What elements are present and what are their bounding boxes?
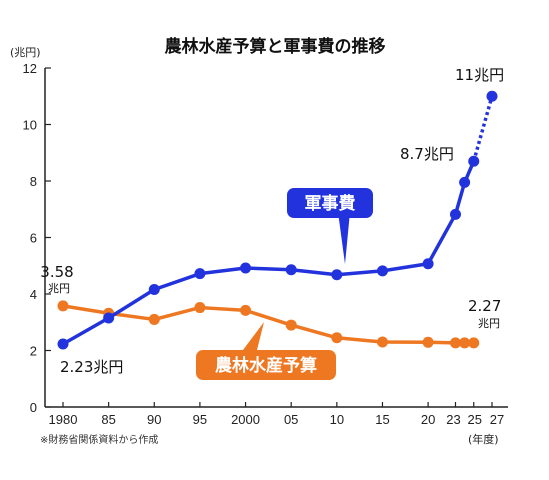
- military-point: [331, 269, 343, 281]
- label-agri-start-unit: 兆円: [48, 282, 70, 295]
- x-tick-label: 10: [330, 412, 344, 427]
- agri-point: [148, 313, 160, 325]
- military-point: [148, 283, 160, 295]
- series-military: [57, 90, 498, 350]
- military-line: [62, 160, 476, 346]
- military-point: [376, 265, 388, 277]
- label-military-2027: 11兆円: [455, 66, 504, 84]
- y-axis-unit: (兆円): [10, 46, 41, 59]
- military-point: [103, 312, 115, 324]
- x-tick-label: 05: [284, 412, 298, 427]
- agri-callout-pointer: [240, 322, 264, 354]
- x-tick-label: 90: [147, 412, 161, 427]
- label-military-2025: 8.7兆円: [400, 145, 454, 163]
- military-point: [449, 208, 461, 220]
- military-callout-pointer: [338, 212, 350, 264]
- y-tick-label: 4: [30, 287, 37, 302]
- agri-point: [331, 332, 343, 344]
- military-point: [194, 268, 206, 280]
- agri-point: [240, 304, 252, 316]
- label-agri-end-value: 2.27: [468, 297, 501, 315]
- agri-point: [459, 337, 471, 349]
- agri-point: [449, 337, 461, 349]
- military-projected-line: [472, 95, 494, 162]
- x-tick-label: 15: [375, 412, 389, 427]
- agri-callout-label: 農林水産予算: [215, 355, 317, 376]
- military-point: [486, 90, 498, 102]
- chart-title: 農林水産予算と軍事費の推移: [165, 36, 386, 57]
- military-callout-label: 軍事費: [305, 193, 356, 214]
- y-tick-label: 2: [30, 344, 37, 359]
- military-point: [468, 155, 480, 167]
- military-callout-box: [287, 188, 373, 218]
- x-tick-label: 23: [446, 412, 460, 427]
- agri-point: [376, 336, 388, 348]
- military-point: [57, 338, 69, 350]
- label-agri-start-value: 3.58: [40, 263, 73, 281]
- series-agri: [57, 300, 480, 349]
- x-ticks: 1980 85 90 95 2000 05 10 15 20 23 25 27: [49, 402, 504, 427]
- agri-point: [194, 302, 206, 314]
- agri-point: [468, 337, 480, 349]
- military-point: [459, 176, 471, 188]
- y-tick-label: 0: [30, 400, 37, 415]
- military-point: [240, 262, 252, 274]
- agri-callout: 農林水産予算: [196, 322, 336, 380]
- label-agri-end-unit: 兆円: [478, 317, 500, 330]
- x-tick-label: 20: [421, 412, 435, 427]
- military-point: [422, 258, 434, 270]
- y-tick-label: 12: [23, 61, 37, 76]
- y-tick-label: 6: [30, 231, 37, 246]
- source-note: ※財務省関係資料から作成: [40, 433, 158, 446]
- agri-point: [422, 336, 434, 348]
- y-tick-label: 10: [23, 118, 37, 133]
- agri-line: [62, 304, 474, 345]
- y-ticks: 0 2 4 6 8 10 12: [23, 61, 51, 415]
- label-military-start: 2.23兆円: [60, 358, 123, 376]
- x-tick-label: 27: [490, 412, 504, 427]
- agri-callout-box: [196, 350, 336, 380]
- agri-point: [57, 300, 69, 312]
- military-callout: 軍事費: [287, 188, 373, 264]
- x-tick-label: 1980: [49, 412, 78, 427]
- x-tick-label: 2000: [231, 412, 260, 427]
- military-point: [285, 264, 297, 276]
- x-tick-label: 85: [101, 412, 115, 427]
- x-tick-label: 25: [468, 412, 482, 427]
- agri-point: [285, 319, 297, 331]
- x-axis-unit: (年度): [468, 432, 499, 446]
- x-tick-label: 95: [193, 412, 207, 427]
- y-tick-label: 8: [30, 174, 37, 189]
